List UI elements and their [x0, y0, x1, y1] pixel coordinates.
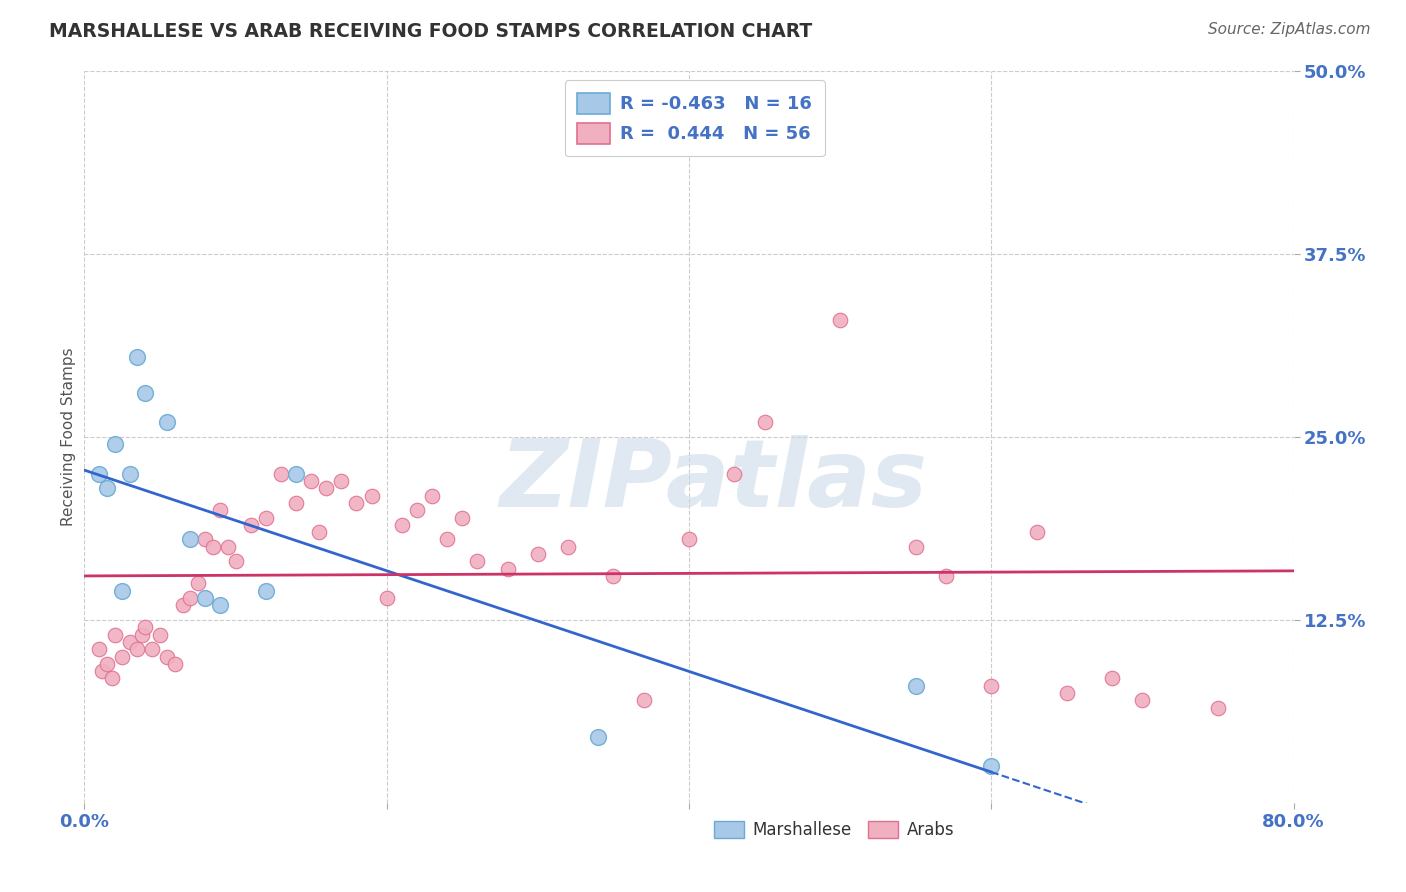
Point [96, 657, 118, 671]
Point [830, 313, 852, 327]
Point [1206, 700, 1229, 714]
Point [127, 642, 149, 657]
Point [557, 540, 579, 554]
Point [111, 583, 134, 598]
Point [1025, 525, 1047, 540]
Point [308, 525, 330, 540]
Point [111, 649, 134, 664]
Point [134, 386, 156, 401]
Point [201, 540, 224, 554]
Point [436, 533, 458, 547]
Point [209, 503, 232, 517]
Point [165, 657, 187, 671]
Point [980, 679, 1002, 693]
Point [391, 517, 413, 532]
Point [96, 481, 118, 495]
Point [141, 642, 163, 657]
Point [375, 591, 398, 605]
Point [194, 533, 217, 547]
Point [179, 591, 201, 605]
Point [239, 517, 262, 532]
Point [299, 474, 322, 488]
Point [179, 533, 201, 547]
Text: MARSHALLESE VS ARAB RECEIVING FOOD STAMPS CORRELATION CHART: MARSHALLESE VS ARAB RECEIVING FOOD STAMP… [49, 22, 813, 41]
Point [104, 437, 127, 451]
Point [91, 664, 114, 678]
Point [330, 474, 353, 488]
Point [904, 679, 927, 693]
Point [360, 489, 382, 503]
Point [254, 510, 277, 524]
Y-axis label: Receiving Food Stamps: Receiving Food Stamps [60, 348, 76, 526]
Point [217, 540, 239, 554]
Point [118, 467, 141, 481]
Point [723, 467, 745, 481]
Point [89, 467, 111, 481]
Point [172, 599, 194, 613]
Point [285, 496, 308, 510]
Point [935, 569, 957, 583]
Point [270, 467, 292, 481]
Point [602, 569, 624, 583]
Point [194, 591, 217, 605]
Point [127, 350, 149, 364]
Point [149, 627, 172, 641]
Point [451, 510, 474, 524]
Point [1056, 686, 1078, 700]
Point [134, 620, 156, 634]
Point [754, 416, 776, 430]
Point [187, 576, 209, 591]
Point [678, 533, 700, 547]
Point [118, 635, 141, 649]
Point [209, 599, 232, 613]
Point [1132, 693, 1154, 707]
Point [904, 540, 927, 554]
Point [156, 416, 179, 430]
Point [104, 627, 127, 641]
Point [131, 627, 153, 641]
Point [100, 672, 122, 686]
Point [254, 583, 277, 598]
Text: ZIPatlas: ZIPatlas [499, 435, 927, 527]
Point [406, 503, 429, 517]
Point [496, 562, 519, 576]
Point [1101, 672, 1123, 686]
Point [588, 730, 610, 744]
Point [225, 554, 247, 568]
Point [467, 554, 489, 568]
Point [420, 489, 443, 503]
Point [156, 649, 179, 664]
Point [633, 693, 655, 707]
Point [980, 759, 1002, 773]
Point [346, 496, 368, 510]
Point [285, 467, 308, 481]
Legend: Marshallese, Arabs: Marshallese, Arabs [707, 814, 960, 846]
Point [315, 481, 337, 495]
Point [527, 547, 550, 561]
Point [89, 642, 111, 657]
Text: Source: ZipAtlas.com: Source: ZipAtlas.com [1208, 22, 1371, 37]
